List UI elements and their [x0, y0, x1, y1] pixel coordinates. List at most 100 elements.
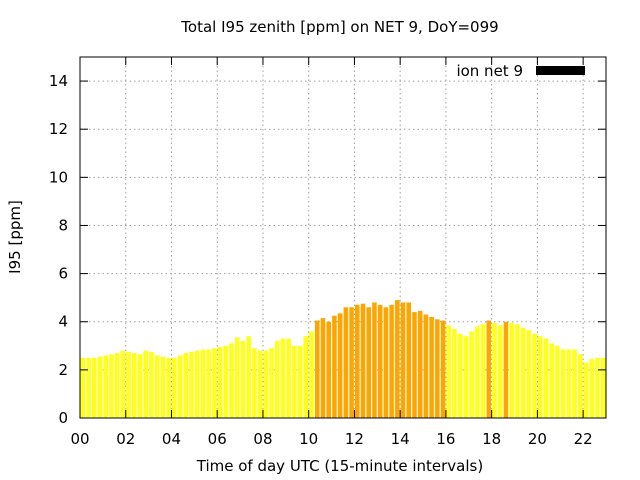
- bar: [154, 355, 160, 418]
- bar: [320, 318, 326, 418]
- bar: [229, 343, 234, 418]
- x-tick-label: 22: [574, 430, 593, 448]
- bar: [274, 340, 280, 418]
- bar: [486, 320, 492, 418]
- y-tick-label: 6: [58, 265, 68, 283]
- bar: [360, 303, 366, 418]
- bar: [503, 321, 509, 418]
- bar: [206, 349, 211, 418]
- y-tick-label: 10: [49, 168, 68, 186]
- bar: [417, 310, 423, 418]
- bar: [549, 343, 554, 418]
- x-tick-label: 00: [70, 430, 89, 448]
- bar: [595, 357, 600, 418]
- bar: [269, 348, 274, 418]
- bar: [400, 302, 406, 418]
- x-tick-label: 08: [253, 430, 272, 448]
- bar: [257, 350, 263, 418]
- bar: [349, 307, 354, 418]
- bar: [412, 312, 417, 418]
- bar: [143, 350, 149, 418]
- bar: [572, 349, 577, 418]
- bar: [389, 304, 394, 418]
- bar: [560, 349, 566, 418]
- bar: [126, 351, 131, 418]
- x-tick-label: 12: [345, 430, 364, 448]
- bar: [480, 324, 486, 418]
- bar: [509, 322, 514, 418]
- x-axis-ticks: 00 02 04 06 08 10 12 14 16 18 20 22: [70, 57, 593, 448]
- bar: [435, 319, 440, 418]
- bar: [160, 356, 166, 418]
- bar: [343, 307, 349, 418]
- y-tick-label: 14: [49, 72, 68, 90]
- x-tick-label: 04: [162, 430, 181, 448]
- bar: [577, 354, 583, 418]
- bar: [332, 315, 337, 418]
- bar: [166, 357, 171, 418]
- bar: [286, 338, 291, 418]
- bar: [212, 348, 217, 418]
- bar: [337, 313, 343, 418]
- bar: [314, 320, 320, 418]
- bar: [377, 304, 383, 418]
- x-tick-label: 18: [482, 430, 501, 448]
- x-tick-label: 20: [528, 430, 547, 448]
- bar: [372, 302, 377, 418]
- bar: [263, 350, 269, 418]
- bar: [497, 325, 503, 418]
- x-tick-label: 14: [391, 430, 410, 448]
- bar: [520, 327, 526, 418]
- bar: [240, 340, 246, 418]
- bar: [355, 304, 360, 418]
- chart-title: Total I95 zenith [ppm] on NET 9, DoY=099: [180, 18, 498, 36]
- bar: [137, 354, 143, 418]
- bar: [532, 333, 537, 418]
- bar: [109, 354, 114, 418]
- bar: [475, 326, 480, 418]
- x-tick-label: 10: [299, 430, 318, 448]
- bar: [149, 351, 154, 418]
- bar: [469, 331, 474, 418]
- y-axis-ticks: 0 2 4 6 8 10 12 14: [49, 72, 606, 427]
- bars: [80, 300, 606, 418]
- x-axis-label: Time of day UTC (15-minute intervals): [196, 457, 483, 475]
- bar: [543, 338, 549, 418]
- bar: [114, 353, 120, 418]
- bar: [406, 302, 412, 418]
- bar: [252, 348, 257, 418]
- bar: [600, 357, 606, 418]
- bar: [537, 336, 543, 418]
- bar: [452, 328, 457, 418]
- y-tick-label: 0: [58, 409, 68, 427]
- y-axis-label: I95 [ppm]: [6, 200, 24, 274]
- bar: [189, 351, 194, 418]
- bar: [446, 325, 452, 418]
- bar: [463, 336, 469, 418]
- bar: [194, 350, 200, 418]
- legend-label: ion net 9: [456, 62, 523, 80]
- bar: [526, 330, 532, 418]
- bar: [177, 355, 183, 418]
- bar: [200, 349, 206, 418]
- bar: [217, 347, 223, 418]
- bar: [297, 345, 303, 418]
- plot-frame: [79, 56, 607, 419]
- bar: [246, 336, 251, 418]
- bar: [583, 362, 589, 418]
- bar: [440, 320, 446, 418]
- x-tick-label: 16: [436, 430, 455, 448]
- bar: [309, 331, 314, 418]
- bar: [172, 357, 177, 418]
- legend: ion net 9: [456, 62, 585, 80]
- bar: [132, 353, 137, 418]
- bar: [80, 357, 86, 418]
- bar: [555, 345, 560, 418]
- grid-lines: [80, 57, 606, 418]
- bar: [395, 300, 400, 418]
- bar: [234, 337, 240, 418]
- y-tick-label: 8: [58, 216, 68, 234]
- bar: [103, 355, 109, 418]
- bar: [92, 357, 97, 418]
